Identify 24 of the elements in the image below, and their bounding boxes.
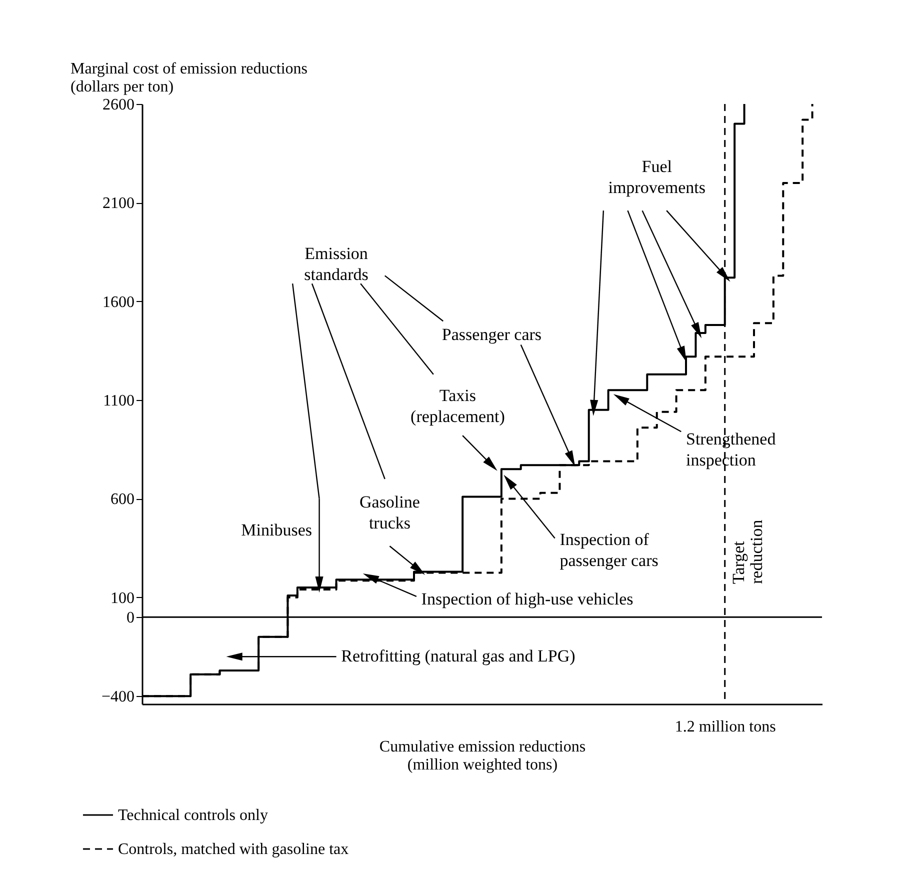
annotation: Inspection of high-use vehicles bbox=[421, 589, 634, 608]
legend-label: Controls, matched with gasoline tax bbox=[118, 841, 349, 858]
y-tick-label: 2600 bbox=[102, 96, 134, 114]
annotation: Passenger cars bbox=[442, 324, 542, 344]
y-tick-label: 1100 bbox=[103, 392, 134, 410]
y-tick-label: 2100 bbox=[102, 195, 134, 212]
y-tick-label: −400 bbox=[101, 688, 134, 706]
annotation: Retrofitting (natural gas and LPG) bbox=[341, 646, 576, 666]
annotation: Minibuses bbox=[241, 520, 312, 540]
annotation: Strengthened inspection bbox=[686, 430, 776, 470]
y-tick-label: 1600 bbox=[102, 294, 134, 311]
x-tick-label: 1.2 million tons bbox=[674, 718, 776, 736]
annotation: Fuel improvements bbox=[608, 157, 706, 198]
y-axis-title: Marginal cost of emission reductions (dollars per ton) bbox=[70, 60, 308, 96]
annotation: Emission standards bbox=[304, 244, 368, 284]
annotation: Inspection of passenger cars bbox=[560, 530, 658, 570]
annotation: Gasoline trucks bbox=[359, 492, 420, 533]
y-tick-label: 600 bbox=[110, 491, 134, 508]
legend-label: Technical controls only bbox=[118, 807, 268, 824]
x-axis-title: Cumulative emission reductions (million weighted tons) bbox=[379, 738, 586, 774]
y-tick-label: 0 bbox=[126, 610, 134, 627]
ref-line-label: Target reduction bbox=[728, 519, 766, 584]
annotation: Taxis (replacement) bbox=[410, 386, 505, 426]
y-tick-label: 100 bbox=[110, 590, 134, 607]
